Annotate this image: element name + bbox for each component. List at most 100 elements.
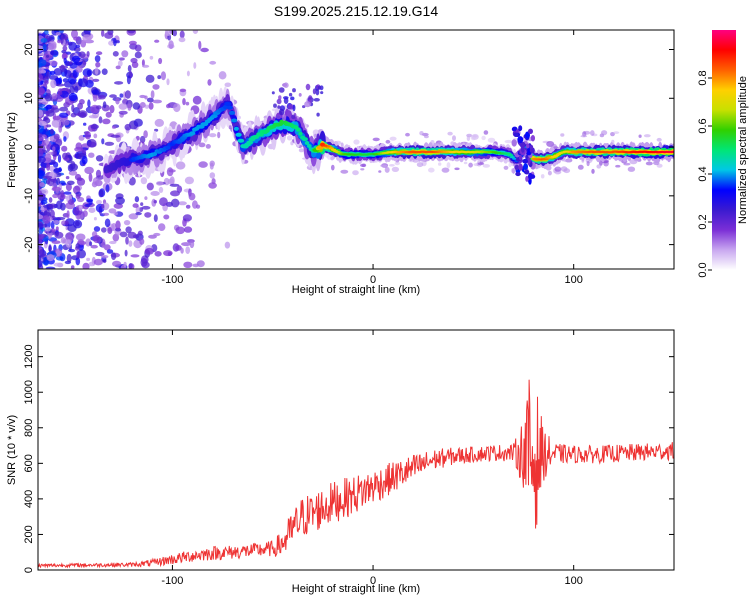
noise-blob (135, 205, 141, 214)
ridge-cell (282, 114, 287, 121)
ridge-cell (275, 114, 282, 120)
noise-blob (198, 142, 206, 148)
noise-blob (88, 261, 95, 267)
ridge-cell (305, 83, 311, 91)
noise-blob (93, 133, 98, 139)
noise-blob (55, 187, 59, 194)
colorbar-tick-label: 0.8 (697, 70, 709, 85)
ridge-cell (228, 110, 236, 115)
noise-blob (463, 161, 468, 165)
noise-blob (102, 259, 107, 263)
noise-blob (389, 136, 397, 141)
noise-blob (183, 261, 193, 268)
noise-blob (46, 54, 49, 58)
noise-blob (92, 177, 100, 186)
noise-blob (65, 183, 72, 192)
noise-blob (105, 111, 112, 118)
noise-blob (58, 77, 63, 85)
noise-blob (101, 227, 107, 233)
noise-blob (645, 161, 653, 166)
noise-blob (180, 247, 184, 254)
noise-blob (123, 220, 131, 226)
spectrogram-x-ticks: -100 0 100 (161, 30, 583, 286)
noise-blob (144, 247, 154, 255)
noise-blob (59, 112, 69, 118)
noise-blob (84, 203, 91, 208)
noise-blob (140, 258, 148, 267)
ridge-cell (283, 97, 289, 104)
ridge-cell (523, 163, 528, 171)
noise-blob (88, 199, 93, 206)
noise-blob (137, 230, 143, 236)
noise-blob (159, 197, 168, 207)
noise-blob (88, 115, 99, 119)
noise-blob (205, 144, 211, 149)
noise-blob (88, 152, 95, 158)
noise-blob (156, 181, 164, 186)
noise-blob (590, 130, 595, 136)
noise-blob (107, 227, 113, 234)
noise-blob (144, 196, 148, 201)
noise-blob (56, 200, 63, 210)
ridge-cell (279, 108, 285, 116)
noise-blob (46, 124, 52, 128)
noise-blob (69, 79, 76, 85)
snr-x-ticks: -100 0 100 (161, 330, 583, 587)
noise-blob (64, 220, 69, 226)
noise-blob (143, 130, 148, 139)
noise-blob (560, 133, 565, 137)
noise-blob (158, 223, 166, 232)
noise-blob (140, 202, 144, 207)
noise-blob (38, 234, 45, 240)
noise-blob (179, 88, 187, 93)
noise-blob (42, 215, 51, 224)
ridge-cell (316, 112, 320, 117)
noise-blob (115, 196, 125, 205)
colorbar: 0.0 0.2 0.4 0.6 0.8 Normalized spectral ampl… (697, 30, 749, 278)
noise-blob (405, 132, 410, 137)
spectrogram-x-tick-label: 100 (565, 274, 583, 286)
noise-blob (441, 167, 450, 173)
ridge-cell (320, 91, 324, 95)
noise-blob (111, 125, 117, 129)
ridge-cell (302, 105, 306, 109)
spectrogram-x-label: Height of straight line (km) (292, 284, 420, 296)
noise-blob (141, 205, 151, 210)
noise-blob (64, 260, 72, 265)
ridge-cell (316, 145, 324, 150)
noise-blob (127, 231, 137, 239)
noise-blob (51, 240, 61, 244)
noise-blob (468, 162, 473, 168)
ridge-cell (298, 131, 303, 136)
noise-blob (125, 236, 129, 245)
noise-blob (86, 69, 92, 76)
noise-blob (112, 51, 119, 57)
noise-blob (95, 251, 105, 257)
noise-blob (62, 152, 69, 160)
noise-blob (340, 169, 349, 174)
noise-blob (52, 115, 61, 121)
ridge-cell (312, 88, 316, 95)
noise-blob (95, 169, 102, 178)
noise-blob (224, 82, 232, 88)
noise-blob (65, 176, 70, 180)
ridge-cell (237, 138, 245, 143)
noise-blob (183, 226, 193, 233)
snr-y-tick-label: 1000 (23, 380, 35, 404)
spectrogram-x-tick-label: 0 (370, 274, 376, 286)
noise-blob (82, 262, 90, 269)
snr-y-tick-label: 400 (23, 490, 35, 508)
noise-blob (163, 214, 170, 220)
noise-blob (130, 254, 140, 258)
ridge-cell (525, 131, 530, 139)
noise-blob (84, 131, 91, 140)
snr-x-label: Height of straight line (km) (292, 583, 420, 595)
ridge-cell (506, 154, 514, 157)
noise-blob (481, 135, 486, 141)
noise-blob (128, 263, 135, 269)
ridge-cell (277, 105, 281, 109)
ridge-cell (292, 88, 296, 93)
noise-blob (92, 78, 100, 82)
noise-blob (75, 257, 81, 266)
